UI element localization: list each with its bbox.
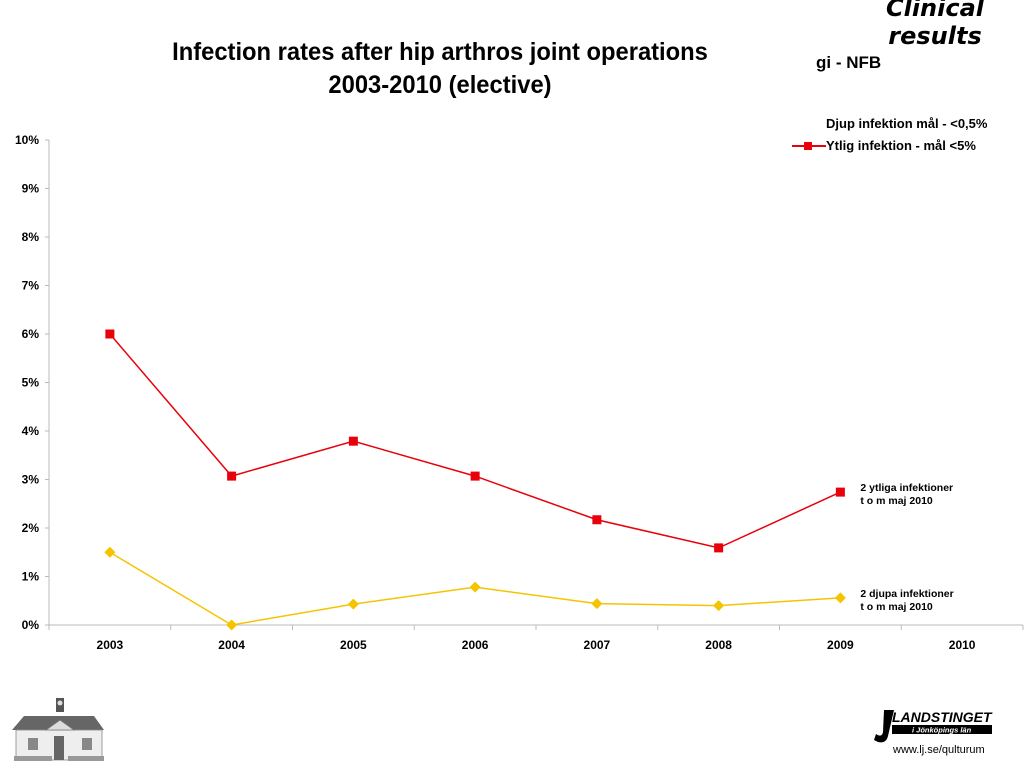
footer-url[interactable]: www.lj.se/qulturum xyxy=(893,744,985,756)
data-point-square xyxy=(470,471,480,481)
chart-series xyxy=(104,329,846,631)
x-tick-label: 2003 xyxy=(97,638,124,652)
legend-label-superficial: Ytlig infektion - mål <5% xyxy=(826,138,976,153)
header-tag: Clinical results xyxy=(885,0,985,50)
x-tick-label: 2009 xyxy=(827,638,854,652)
y-tick-label: 0% xyxy=(22,618,40,632)
chart-title-line-1: Infection rates after hip arthros joint … xyxy=(172,38,708,66)
annotation-text: t o m maj 2010 xyxy=(860,495,933,507)
y-axis-ticks: 0% 1% 2% 3% 4% 5% 6% 7% 8% 9% 10% xyxy=(15,133,49,632)
annotation-text: 2 ytliga infektioner xyxy=(860,482,953,494)
data-point-diamond xyxy=(226,619,238,631)
y-tick-label: 2% xyxy=(22,521,40,535)
building-logo-icon xyxy=(6,690,106,765)
logo-subtext: i Jönköpings län xyxy=(912,726,972,735)
data-point-diamond xyxy=(104,546,116,558)
y-tick-label: 1% xyxy=(22,570,40,584)
data-point-diamond xyxy=(713,600,725,612)
data-point-square xyxy=(835,487,845,497)
x-tick-label: 2006 xyxy=(462,638,489,652)
y-tick-label: 5% xyxy=(22,376,40,390)
data-point-diamond xyxy=(591,598,603,610)
annotation-text: t o m maj 2010 xyxy=(860,601,933,613)
chart-title-line-2: 2003-2010 (elective) xyxy=(328,71,552,99)
y-tick-label: 10% xyxy=(15,133,39,147)
logo-text: LANDSTINGET xyxy=(892,709,993,725)
data-point-square xyxy=(348,436,358,446)
x-tick-label: 2004 xyxy=(218,638,245,652)
y-tick-label: 6% xyxy=(22,327,40,341)
x-tick-label: 2005 xyxy=(340,638,367,652)
series-deep-infection xyxy=(104,546,846,631)
sub-tag: gi - NFB xyxy=(816,53,882,72)
x-tick-label: 2010 xyxy=(949,638,976,652)
y-tick-label: 7% xyxy=(22,279,40,293)
chart-axes xyxy=(48,140,1023,626)
series-line xyxy=(109,333,841,549)
data-point-square xyxy=(105,329,115,339)
square-marker-icon xyxy=(804,142,812,150)
legend-label-deep: Djup infektion mål - <0,5% xyxy=(826,116,988,131)
x-axis-ticks: 2003 2004 2005 2006 2007 2008 2009 2010 xyxy=(48,625,1024,652)
y-tick-label: 8% xyxy=(22,230,40,244)
series-superficial-infection xyxy=(105,329,845,553)
x-tick-label: 2007 xyxy=(584,638,611,652)
data-point-square xyxy=(714,543,724,553)
chart-title: Infection rates after hip arthros joint … xyxy=(117,36,763,102)
y-tick-label: 4% xyxy=(22,424,40,438)
x-tick-label: 2008 xyxy=(705,638,732,652)
y-tick-label: 9% xyxy=(22,182,40,196)
annotation-text: 2 djupa infektioner xyxy=(860,588,953,600)
data-point-diamond xyxy=(347,598,359,610)
landstinget-logo-icon: LANDSTINGET i Jönköpings län xyxy=(874,709,993,743)
y-tick-label: 3% xyxy=(22,473,40,487)
data-point-square xyxy=(592,515,602,525)
data-point-diamond xyxy=(834,592,846,604)
data-point-square xyxy=(227,471,237,481)
data-point-diamond xyxy=(469,581,481,593)
